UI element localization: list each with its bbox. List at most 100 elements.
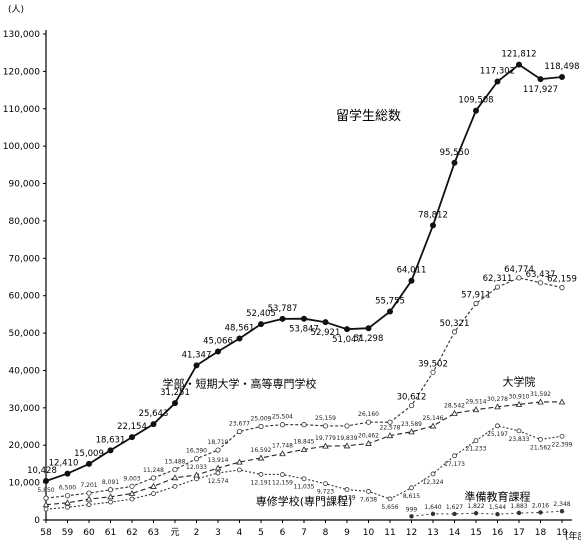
data-label: 12,033 [186, 464, 207, 471]
data-point [172, 483, 178, 489]
data-label: 11,035 [294, 484, 315, 491]
data-label: 12,159 [272, 480, 293, 487]
data-point [107, 493, 114, 500]
data-point [559, 285, 565, 291]
data-point [559, 73, 566, 80]
data-point [194, 476, 199, 482]
series-line [411, 510, 563, 517]
data-point [473, 510, 479, 516]
data-label: 23,677 [229, 420, 250, 427]
y-tick-label: 70,000 [9, 254, 41, 264]
data-label: 45,066 [203, 337, 233, 347]
data-label: 48,561 [225, 323, 255, 333]
data-point [365, 440, 372, 446]
data-point [42, 501, 50, 508]
data-label: 16,592 [251, 447, 272, 454]
data-point [128, 490, 136, 496]
data-point [538, 510, 543, 515]
data-label: 39,502 [418, 359, 448, 369]
data-label: 18,631 [96, 435, 126, 445]
data-label: 10,428 [27, 466, 57, 476]
data-point [193, 456, 200, 462]
series-lines [42, 61, 566, 519]
data-label: 78,812 [418, 210, 448, 220]
data-label: 7,638 [360, 496, 377, 503]
data-label: 25,504 [272, 414, 293, 421]
data-point [193, 362, 200, 369]
data-point [322, 442, 329, 449]
x-tick-label: 4 [237, 528, 243, 538]
data-point [495, 423, 500, 429]
data-label: 21,562 [530, 444, 551, 451]
data-point [366, 489, 371, 494]
data-label: 25,159 [315, 415, 336, 422]
data-label: 1,627 [446, 504, 463, 511]
data-label: 13,914 [208, 457, 229, 464]
data-point [409, 514, 414, 519]
data-point [451, 409, 458, 416]
data-label: 23,589 [401, 421, 422, 428]
data-point [473, 438, 479, 444]
x-tick-label: 61 [105, 528, 116, 538]
data-point [129, 496, 135, 502]
data-label: 22,399 [552, 441, 573, 448]
data-point [237, 467, 242, 473]
data-label: 5,656 [381, 504, 398, 511]
x-tick-label: 7 [301, 528, 307, 538]
data-label: 26,160 [358, 411, 379, 418]
axes: 0 10,000 20,000 30,000 40,000 50,000 60,000 70,… [3, 4, 581, 542]
data-point [43, 506, 49, 512]
series-name-label: 専修学校(専門課程) [256, 494, 353, 508]
data-point [150, 421, 157, 428]
data-label: 57,911 [461, 291, 491, 301]
data-point [171, 400, 178, 407]
data-point [516, 510, 522, 516]
x-axis-unit-label: (年度) [565, 530, 581, 542]
data-point [387, 496, 393, 502]
data-point [279, 450, 286, 457]
data-point [151, 491, 156, 497]
y-tick-label: 30,000 [9, 404, 41, 414]
data-point [64, 499, 71, 506]
x-tick-label: 9 [344, 528, 350, 538]
data-point [559, 433, 565, 439]
data-point [301, 422, 307, 428]
data-point [365, 419, 372, 425]
y-tick-label: 120,000 [3, 67, 40, 77]
data-label: 22,154 [117, 422, 147, 432]
data-point [258, 472, 264, 477]
data-label: 13,488 [165, 459, 186, 466]
x-tick-label: 8 [323, 528, 329, 538]
data-label: 999 [406, 506, 418, 513]
data-label: 11,248 [143, 467, 164, 474]
data-point [257, 454, 265, 461]
data-label: 5,850 [37, 487, 54, 494]
data-point [537, 280, 544, 286]
data-label: 17,173 [444, 461, 465, 468]
x-tick-label: 18 [535, 528, 547, 538]
data-point [473, 300, 479, 307]
data-point [494, 284, 501, 290]
data-point [279, 422, 286, 428]
x-tick-label: 59 [62, 528, 74, 538]
data-point [451, 329, 458, 335]
data-label: 17,748 [272, 443, 293, 450]
data-point [387, 419, 393, 425]
data-point [429, 222, 436, 229]
series-name-label: 学部・短期大学・高等専門学校 [163, 376, 317, 390]
data-point [86, 502, 92, 508]
series-name-label: 留学生総数 [336, 108, 401, 124]
data-label: 109,508 [458, 96, 493, 106]
data-point [215, 470, 221, 476]
data-point [408, 277, 415, 284]
data-point [516, 275, 522, 281]
data-point [64, 470, 71, 477]
data-label: 53,787 [268, 304, 298, 314]
data-label: 22,578 [380, 425, 401, 432]
data-label: 12,574 [208, 478, 229, 485]
data-point [537, 398, 544, 405]
data-point [537, 76, 544, 83]
y-tick-label: 0 [34, 516, 40, 526]
